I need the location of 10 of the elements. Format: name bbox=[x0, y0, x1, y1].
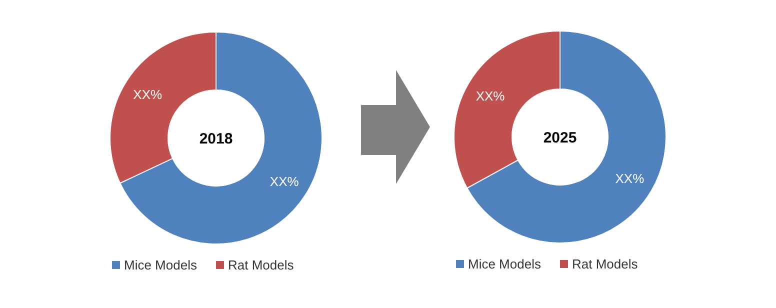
text: 2018 bbox=[199, 130, 233, 148]
data-label: XX% bbox=[270, 174, 300, 189]
legend-label: Mice Models bbox=[468, 256, 542, 272]
text: 2025 bbox=[543, 129, 577, 146]
legend-label: Rat Models bbox=[228, 258, 294, 273]
data-label: XX% bbox=[476, 88, 506, 104]
legend-label: Rat Models bbox=[572, 256, 638, 272]
legend-label: Mice Models bbox=[124, 258, 198, 273]
data-label: XX% bbox=[133, 87, 162, 102]
data-label: XX% bbox=[615, 170, 645, 186]
